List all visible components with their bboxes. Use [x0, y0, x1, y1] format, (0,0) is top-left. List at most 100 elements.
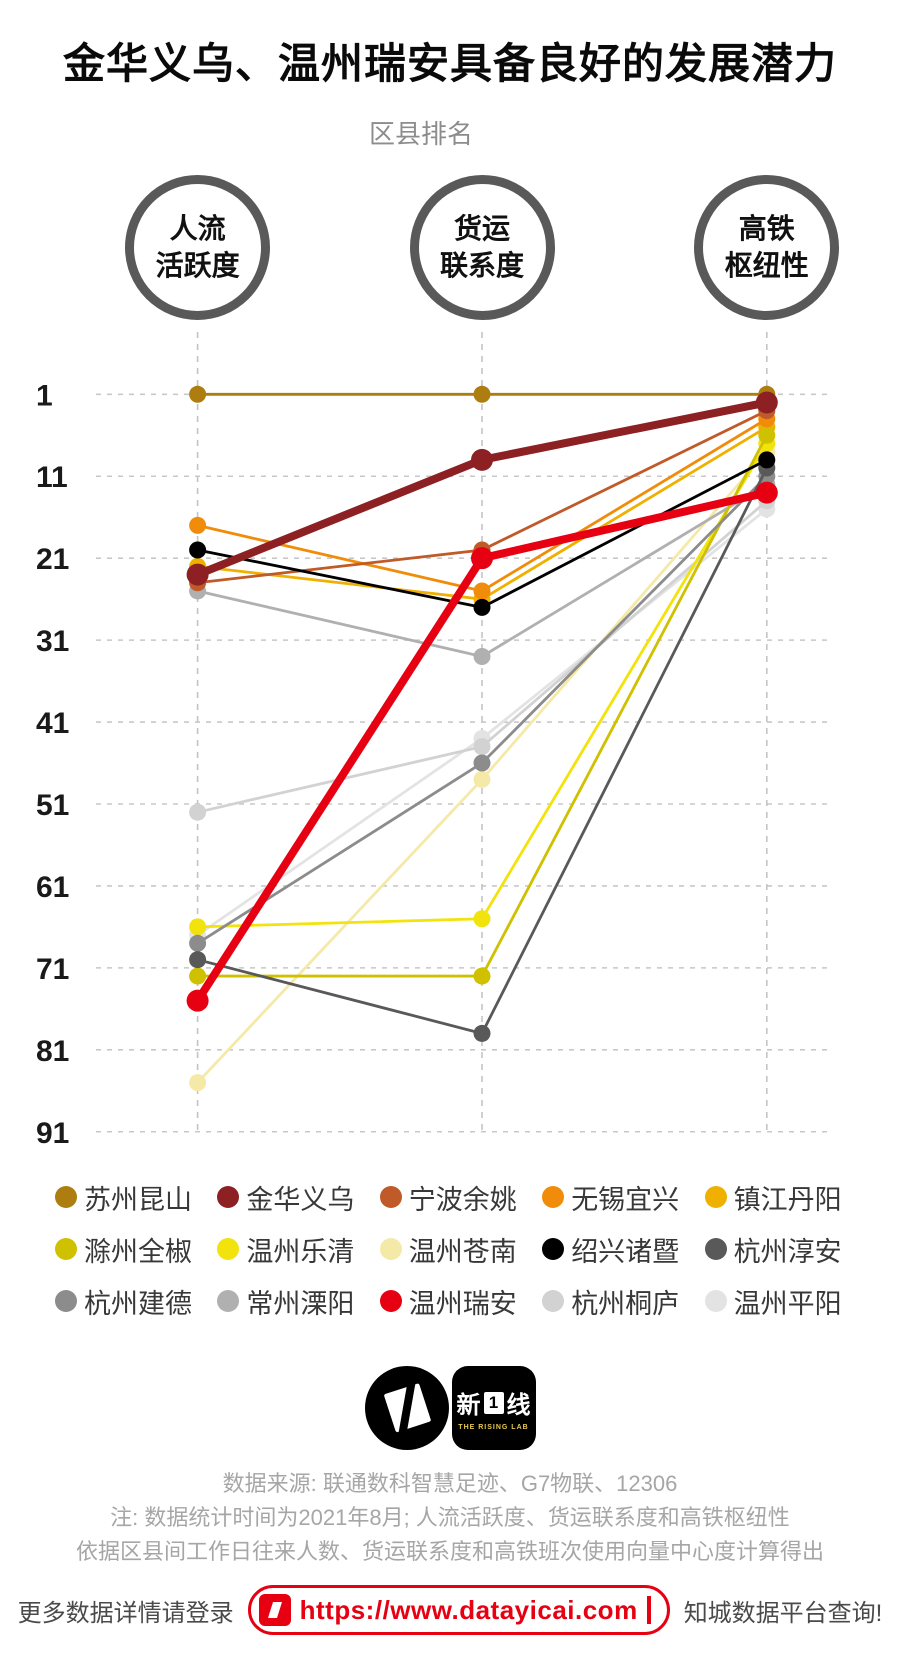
y-tick-label: 1	[36, 379, 53, 412]
legend-item-滁州全椒: 滁州全椒	[55, 1230, 217, 1268]
legend-swatch	[379, 1238, 402, 1260]
footnote-line-2: 依据区县间工作日往来人数、货运联系度和高铁班次使用向量中心度计算得出	[75, 1539, 824, 1564]
cta-left-text: 更多数据详情请登录	[17, 1599, 234, 1627]
series-dot-金华义乌-axis3	[755, 391, 778, 414]
legend-item-无锡宜兴: 无锡宜兴	[542, 1178, 704, 1216]
legend-item-杭州建德: 杭州建德	[55, 1282, 217, 1320]
series-dot-温州瑞安-axis3	[755, 481, 778, 504]
series-dot-金华义乌-axis1	[186, 563, 209, 586]
legend-swatch	[704, 1238, 727, 1260]
legend-label: 杭州桐庐	[571, 1288, 680, 1319]
series-dot-无锡宜兴-axis2	[473, 582, 491, 600]
legend-label: 绍兴诸暨	[571, 1236, 680, 1267]
legend-item-金华义乌: 金华义乌	[217, 1178, 379, 1216]
website-url[interactable]: https://www.datayicai.com	[299, 1594, 638, 1625]
rising-lab-logo-text: 新 1 线	[457, 1385, 531, 1420]
legend-label: 镇江丹阳	[733, 1184, 842, 1215]
y-tick-label: 51	[36, 789, 69, 822]
legend-swatch	[55, 1238, 77, 1260]
series-dot-滁州全椒-axis1	[189, 967, 207, 985]
series-dot-绍兴诸暨-axis3	[758, 451, 776, 469]
rising-lab-logo: 新 1 线 THE RISING LAB	[451, 1366, 536, 1450]
series-dot-杭州淳安-axis2	[473, 1024, 491, 1042]
y-tick-label: 31	[36, 625, 69, 658]
series-dot-杭州淳安-axis1	[189, 951, 207, 969]
legend-item-温州瑞安: 温州瑞安	[379, 1282, 542, 1320]
y-tick-label: 91	[36, 1117, 69, 1150]
legend-item-常州溧阳: 常州溧阳	[217, 1282, 379, 1320]
legend-label: 温州苍南	[408, 1236, 517, 1267]
legend-swatch	[217, 1290, 240, 1312]
series-dot-温州乐清-axis1	[189, 918, 207, 936]
legend-swatch	[704, 1290, 727, 1312]
legend-item-温州苍南: 温州苍南	[379, 1230, 542, 1268]
series-dot-无锡宜兴-axis1	[189, 516, 207, 534]
data-source-note: 数据来源: 联通数科智慧足迹、G7物联、12306	[222, 1471, 678, 1496]
series-dot-金华义乌-axis2	[471, 448, 493, 471]
legend-swatch	[217, 1238, 240, 1260]
legend: 苏州昆山 金华义乌 宁波余姚 无锡宜兴 镇江丹阳 滁州全椒 温州乐清 温州苍南 绍兴诸暨 杭州淳安…	[55, 1178, 867, 1320]
legend-label: 常州溧阳	[246, 1288, 355, 1319]
brand-char-one-icon: 1	[483, 1391, 504, 1414]
series-dot-苏州昆山-axis1	[189, 385, 207, 403]
series-dot-滁州全椒-axis3	[758, 426, 776, 444]
legend-label: 杭州淳安	[733, 1236, 842, 1267]
legend-label: 温州瑞安	[408, 1288, 517, 1319]
rising-lab-logo-subtext: THE RISING LAB	[458, 1424, 529, 1431]
series-dot-苏州昆山-axis2	[473, 385, 491, 403]
y-tick-label: 61	[36, 871, 69, 904]
series-dot-滁州全椒-axis2	[473, 967, 491, 985]
legend-swatch	[379, 1290, 402, 1312]
legend-label: 滁州全椒	[84, 1236, 192, 1267]
brand-char: 线	[506, 1392, 531, 1419]
axis-circle-label: 人流	[169, 213, 226, 245]
series-dot-杭州桐庐-axis1	[189, 803, 207, 821]
legend-item-温州平阳: 温州平阳	[704, 1282, 867, 1320]
text-cursor	[646, 1596, 651, 1624]
series-dot-温州瑞安-axis1	[186, 989, 209, 1012]
yicai-logo-icon	[364, 1366, 449, 1450]
y-tick-label: 11	[36, 461, 68, 494]
legend-item-苏州昆山: 苏州昆山	[55, 1178, 217, 1216]
legend-label: 金华义乌	[246, 1184, 355, 1215]
axis-circle-label: 货运	[453, 213, 510, 245]
legend-item-绍兴诸暨: 绍兴诸暨	[542, 1230, 704, 1268]
axis-circle-people-flow: 人流 活跃度	[125, 175, 271, 320]
legend-label: 温州平阳	[733, 1288, 842, 1319]
axis-circle-label: 枢纽性	[724, 249, 809, 281]
axis-header-circles: 人流活跃度 货运联系度 高铁枢纽性	[0, 0, 900, 330]
axis-circle-label: 联系度	[439, 249, 524, 281]
y-tick-label: 81	[36, 1035, 69, 1068]
legend-swatch	[217, 1186, 240, 1208]
legend-swatch	[704, 1186, 727, 1208]
series-dot-温州苍南-axis1	[189, 1074, 207, 1092]
page-title: 金华义乌、温州瑞安具备良好的发展潜力	[62, 40, 837, 87]
y-tick-label: 71	[36, 953, 69, 986]
legend-label: 宁波余姚	[408, 1184, 517, 1215]
series-dot-温州瑞安-axis2	[471, 547, 493, 570]
brand-logos: 新 1 线 THE RISING LAB	[0, 1366, 900, 1450]
cta-row: 更多数据详情请登录 https://www.datayicai.com 知城数据…	[0, 1585, 900, 1635]
series-dot-杭州建德-axis2	[473, 754, 491, 772]
legend-swatch	[55, 1290, 77, 1312]
series-dot-杭州桐庐-axis2	[473, 738, 491, 756]
legend-item-杭州桐庐: 杭州桐庐	[542, 1282, 704, 1320]
series-dot-绍兴诸暨-axis1	[189, 541, 207, 559]
y-tick-label: 41	[36, 707, 69, 740]
axis-circle-hsr-hub: 高铁 枢纽性	[694, 175, 840, 320]
axis-circle-label: 活跃度	[155, 249, 240, 281]
series-dot-温州苍南-axis2	[473, 770, 491, 788]
footnote-line-1: 注: 数据统计时间为2021年8月; 人流活跃度、货运联系度和高铁枢纽性	[110, 1505, 790, 1530]
legend-swatch	[542, 1290, 565, 1312]
legend-swatch	[542, 1238, 565, 1260]
series-dot-常州溧阳-axis2	[473, 648, 491, 666]
series-dot-温州乐清-axis2	[473, 910, 491, 928]
legend-label: 苏州昆山	[84, 1184, 192, 1215]
website-link-pill[interactable]: https://www.datayicai.com	[247, 1585, 670, 1635]
legend-label: 无锡宜兴	[571, 1184, 680, 1215]
axis-circle-label: 高铁	[738, 213, 795, 245]
cta-right-text: 知城数据平台查询!	[683, 1599, 883, 1627]
legend-item-镇江丹阳: 镇江丹阳	[704, 1178, 867, 1216]
legend-item-宁波余姚: 宁波余姚	[379, 1178, 542, 1216]
